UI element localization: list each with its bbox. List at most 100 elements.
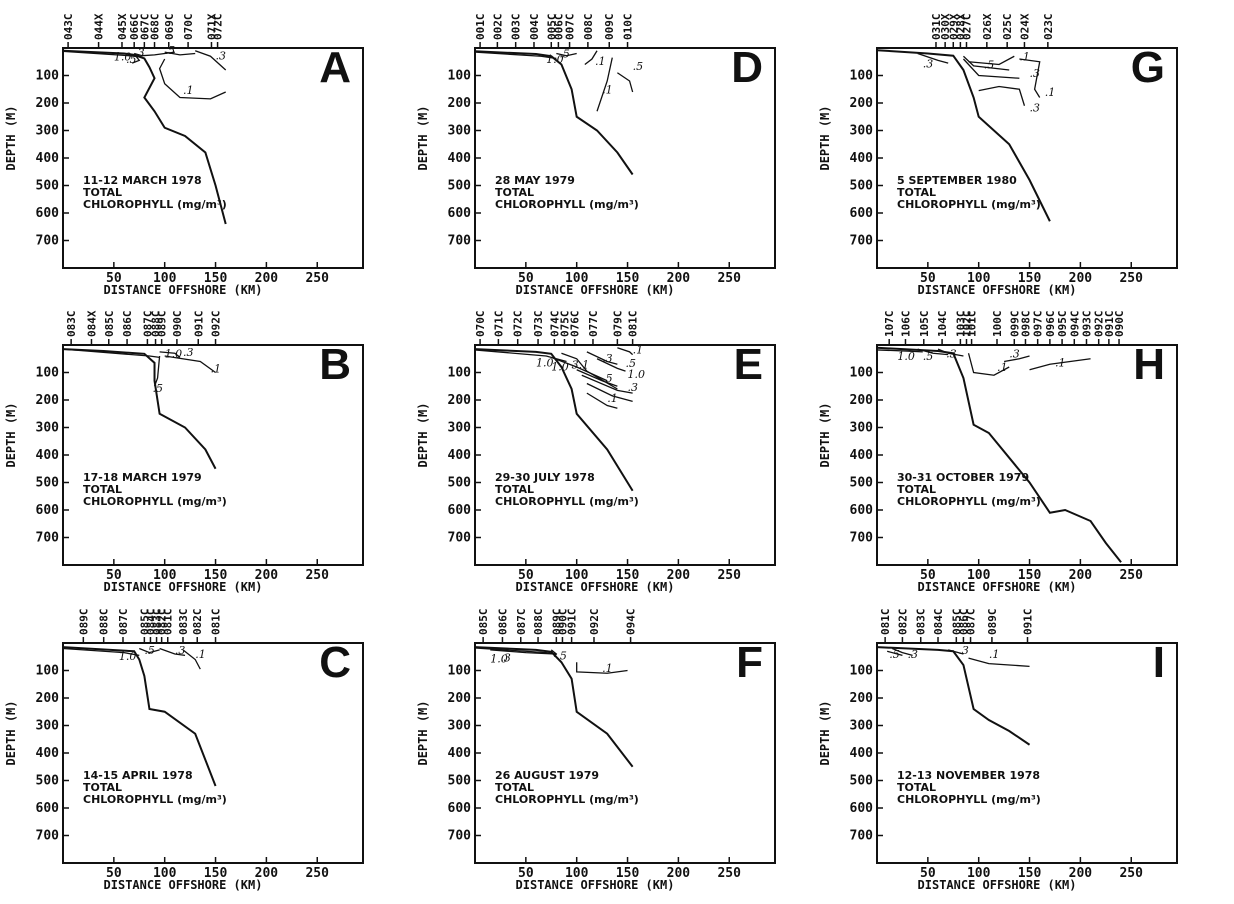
panel-c-xlabel: DISTANCE OFFSHORE (KM) xyxy=(104,878,263,892)
panel-b-station-label: 090C xyxy=(171,311,184,338)
panel-f-letter: F xyxy=(736,638,763,687)
panel-d-contour-label: .5 xyxy=(559,48,570,61)
panel-g-contour-line xyxy=(978,85,1026,106)
panel-i-contour-label: .1 xyxy=(989,648,1000,661)
panel-a-station-label: 068C xyxy=(149,14,162,41)
panel-h-station-label: 093C xyxy=(1080,311,1093,338)
panel-b-title-line: 17-18 MARCH 1979 xyxy=(83,471,202,484)
panel-d-ytick-label: 600 xyxy=(448,206,472,221)
panel-a-title-line: TOTAL xyxy=(83,186,122,199)
panel-c-xtick-label: 150 xyxy=(204,866,228,881)
panel-d-xtick-label: 150 xyxy=(616,271,640,286)
panel-i: 100 200 300 400 500 600 700 50 100 150 200 250 DISTA… xyxy=(818,609,1178,892)
panel-g-ytick-label: 400 xyxy=(850,151,874,166)
panel-h-station-label: 091C xyxy=(1103,311,1116,338)
panel-d-contour-label: 1.0 xyxy=(546,53,564,66)
panel-e-bottom-profile xyxy=(474,348,634,492)
panel-c-letter: C xyxy=(319,638,351,687)
panel-e-ylabel: DEPTH (M) xyxy=(416,402,430,467)
panel-b-xtick-label: 250 xyxy=(305,568,329,583)
panel-c-ylabel: DEPTH (M) xyxy=(4,700,18,765)
panel-h-station-label: 099C xyxy=(1008,311,1021,337)
panel-i-ytick-label: 300 xyxy=(850,719,874,734)
panel-a-contour-label: .3 xyxy=(216,50,227,63)
panel-b-title-line: TOTAL xyxy=(83,483,122,496)
panel-b-station-label: 089C xyxy=(156,311,169,338)
panel-d-station-label: 009C xyxy=(603,14,616,41)
panel-e-contour-label: .3 xyxy=(602,352,613,365)
panel-c-ytick-label: 500 xyxy=(36,774,60,789)
panel-c-title-line: CHLOROPHYLL (mg/m³) xyxy=(83,793,227,806)
panel-e-contour-label: .3 xyxy=(628,381,639,394)
panel-i-frame xyxy=(876,642,1178,864)
panel-h-ytick-label: 400 xyxy=(850,448,874,463)
panel-f-station-label: 089C xyxy=(550,609,563,636)
panel-i-title-line: TOTAL xyxy=(897,781,936,794)
panel-h-ytick-label: 300 xyxy=(850,421,874,436)
panel-h-contour-label: .1 xyxy=(997,361,1008,374)
panel-i-title-line: CHLOROPHYLL (mg/m³) xyxy=(897,793,1041,806)
panel-g-station-label: 027C xyxy=(960,14,973,41)
panel-g: 100 200 300 400 500 600 700 50 100 150 200 250 DISTA… xyxy=(818,13,1178,297)
panel-e-contour-line xyxy=(581,374,633,394)
panel-b-station-label: 087C xyxy=(141,311,154,338)
panel-d-xlabel: DISTANCE OFFSHORE (KM) xyxy=(516,283,675,297)
panel-h-station-label: 098C xyxy=(1019,311,1032,338)
panel-e-contour-line xyxy=(586,351,618,365)
panel-c-contour-label: .5 xyxy=(144,644,155,657)
panel-f-station-label: 086C xyxy=(496,609,509,636)
panel-e-contour-line xyxy=(586,382,633,403)
panel-d-xtick-label: 50 xyxy=(518,271,534,286)
panel-g-station-label: 031C xyxy=(930,14,943,41)
panel-d-contour-line xyxy=(584,50,598,66)
panel-b-station-label: 084X xyxy=(85,310,98,337)
panel-d-xtick-label: 200 xyxy=(667,271,691,286)
panel-g-contour-line xyxy=(1019,58,1041,98)
panel-c-title-line: TOTAL xyxy=(83,781,122,794)
panel-g-title-line: CHLOROPHYLL (mg/m³) xyxy=(897,198,1041,211)
panel-f-station-label: 092C xyxy=(588,609,601,636)
panel-g-contour-line xyxy=(962,58,1020,79)
panel-e-contour-label: .1 xyxy=(607,392,618,405)
panel-h-ytick-label: 700 xyxy=(850,531,874,546)
panel-f-xtick-label: 150 xyxy=(616,866,640,881)
panel-g-xtick-label: 50 xyxy=(920,271,936,286)
panel-h-ylabel: DEPTH (M) xyxy=(818,402,832,467)
panel-g-contour-label: .3 xyxy=(1030,101,1041,114)
panel-a-letter: A xyxy=(319,43,351,92)
panel-a-contour-label: .1 xyxy=(183,84,194,97)
panel-d-ytick-label: 200 xyxy=(448,96,472,111)
panel-e-contour-label: .5 xyxy=(626,357,637,370)
panel-h-ytick-label: 200 xyxy=(850,393,874,408)
panel-i-station-label: 081C xyxy=(879,609,892,636)
panel-c-contour-label: .3 xyxy=(175,644,186,657)
panel-e-station-label: 077C xyxy=(587,311,600,338)
panel-g-station-label: 026X xyxy=(981,13,994,40)
panel-e-ytick-label: 300 xyxy=(448,421,472,436)
panel-e-title-line: 29-30 JULY 1978 xyxy=(495,471,595,484)
panel-h-station-label: 095C xyxy=(1056,311,1069,338)
panel-d-xtick-label: 250 xyxy=(717,271,741,286)
panel-g-contour-label: .1 xyxy=(1019,50,1029,63)
panel-d-station-label: 004C xyxy=(528,14,541,41)
panel-h-contour-line xyxy=(967,353,1010,376)
panel-f-ylabel: DEPTH (M) xyxy=(416,700,430,765)
panel-i-ytick-label: 500 xyxy=(850,774,874,789)
panel-f-contour-label: .3 xyxy=(500,652,511,665)
panel-a-xtick-label: 100 xyxy=(153,271,177,286)
panel-a-frame xyxy=(62,47,364,269)
panel-a-station-label: 072C xyxy=(212,14,225,41)
panel-e-xtick-label: 100 xyxy=(565,568,589,583)
panel-b-station-label: 092C xyxy=(210,311,223,338)
panel-h-station-label: 104C xyxy=(936,311,949,338)
panel-h-ytick-label: 500 xyxy=(850,476,874,491)
panel-c-station-label: 083C xyxy=(151,609,164,636)
panel-e-frame xyxy=(474,344,776,566)
panel-i-station-label: 082C xyxy=(896,609,909,636)
panel-c-contour-line xyxy=(159,647,186,657)
panel-c-station-label: 082C xyxy=(191,609,204,636)
panel-h-station-label: 100C xyxy=(991,311,1004,338)
panel-d-ylabel: DEPTH (M) xyxy=(416,105,430,170)
panel-c-ytick-label: 400 xyxy=(36,746,60,761)
